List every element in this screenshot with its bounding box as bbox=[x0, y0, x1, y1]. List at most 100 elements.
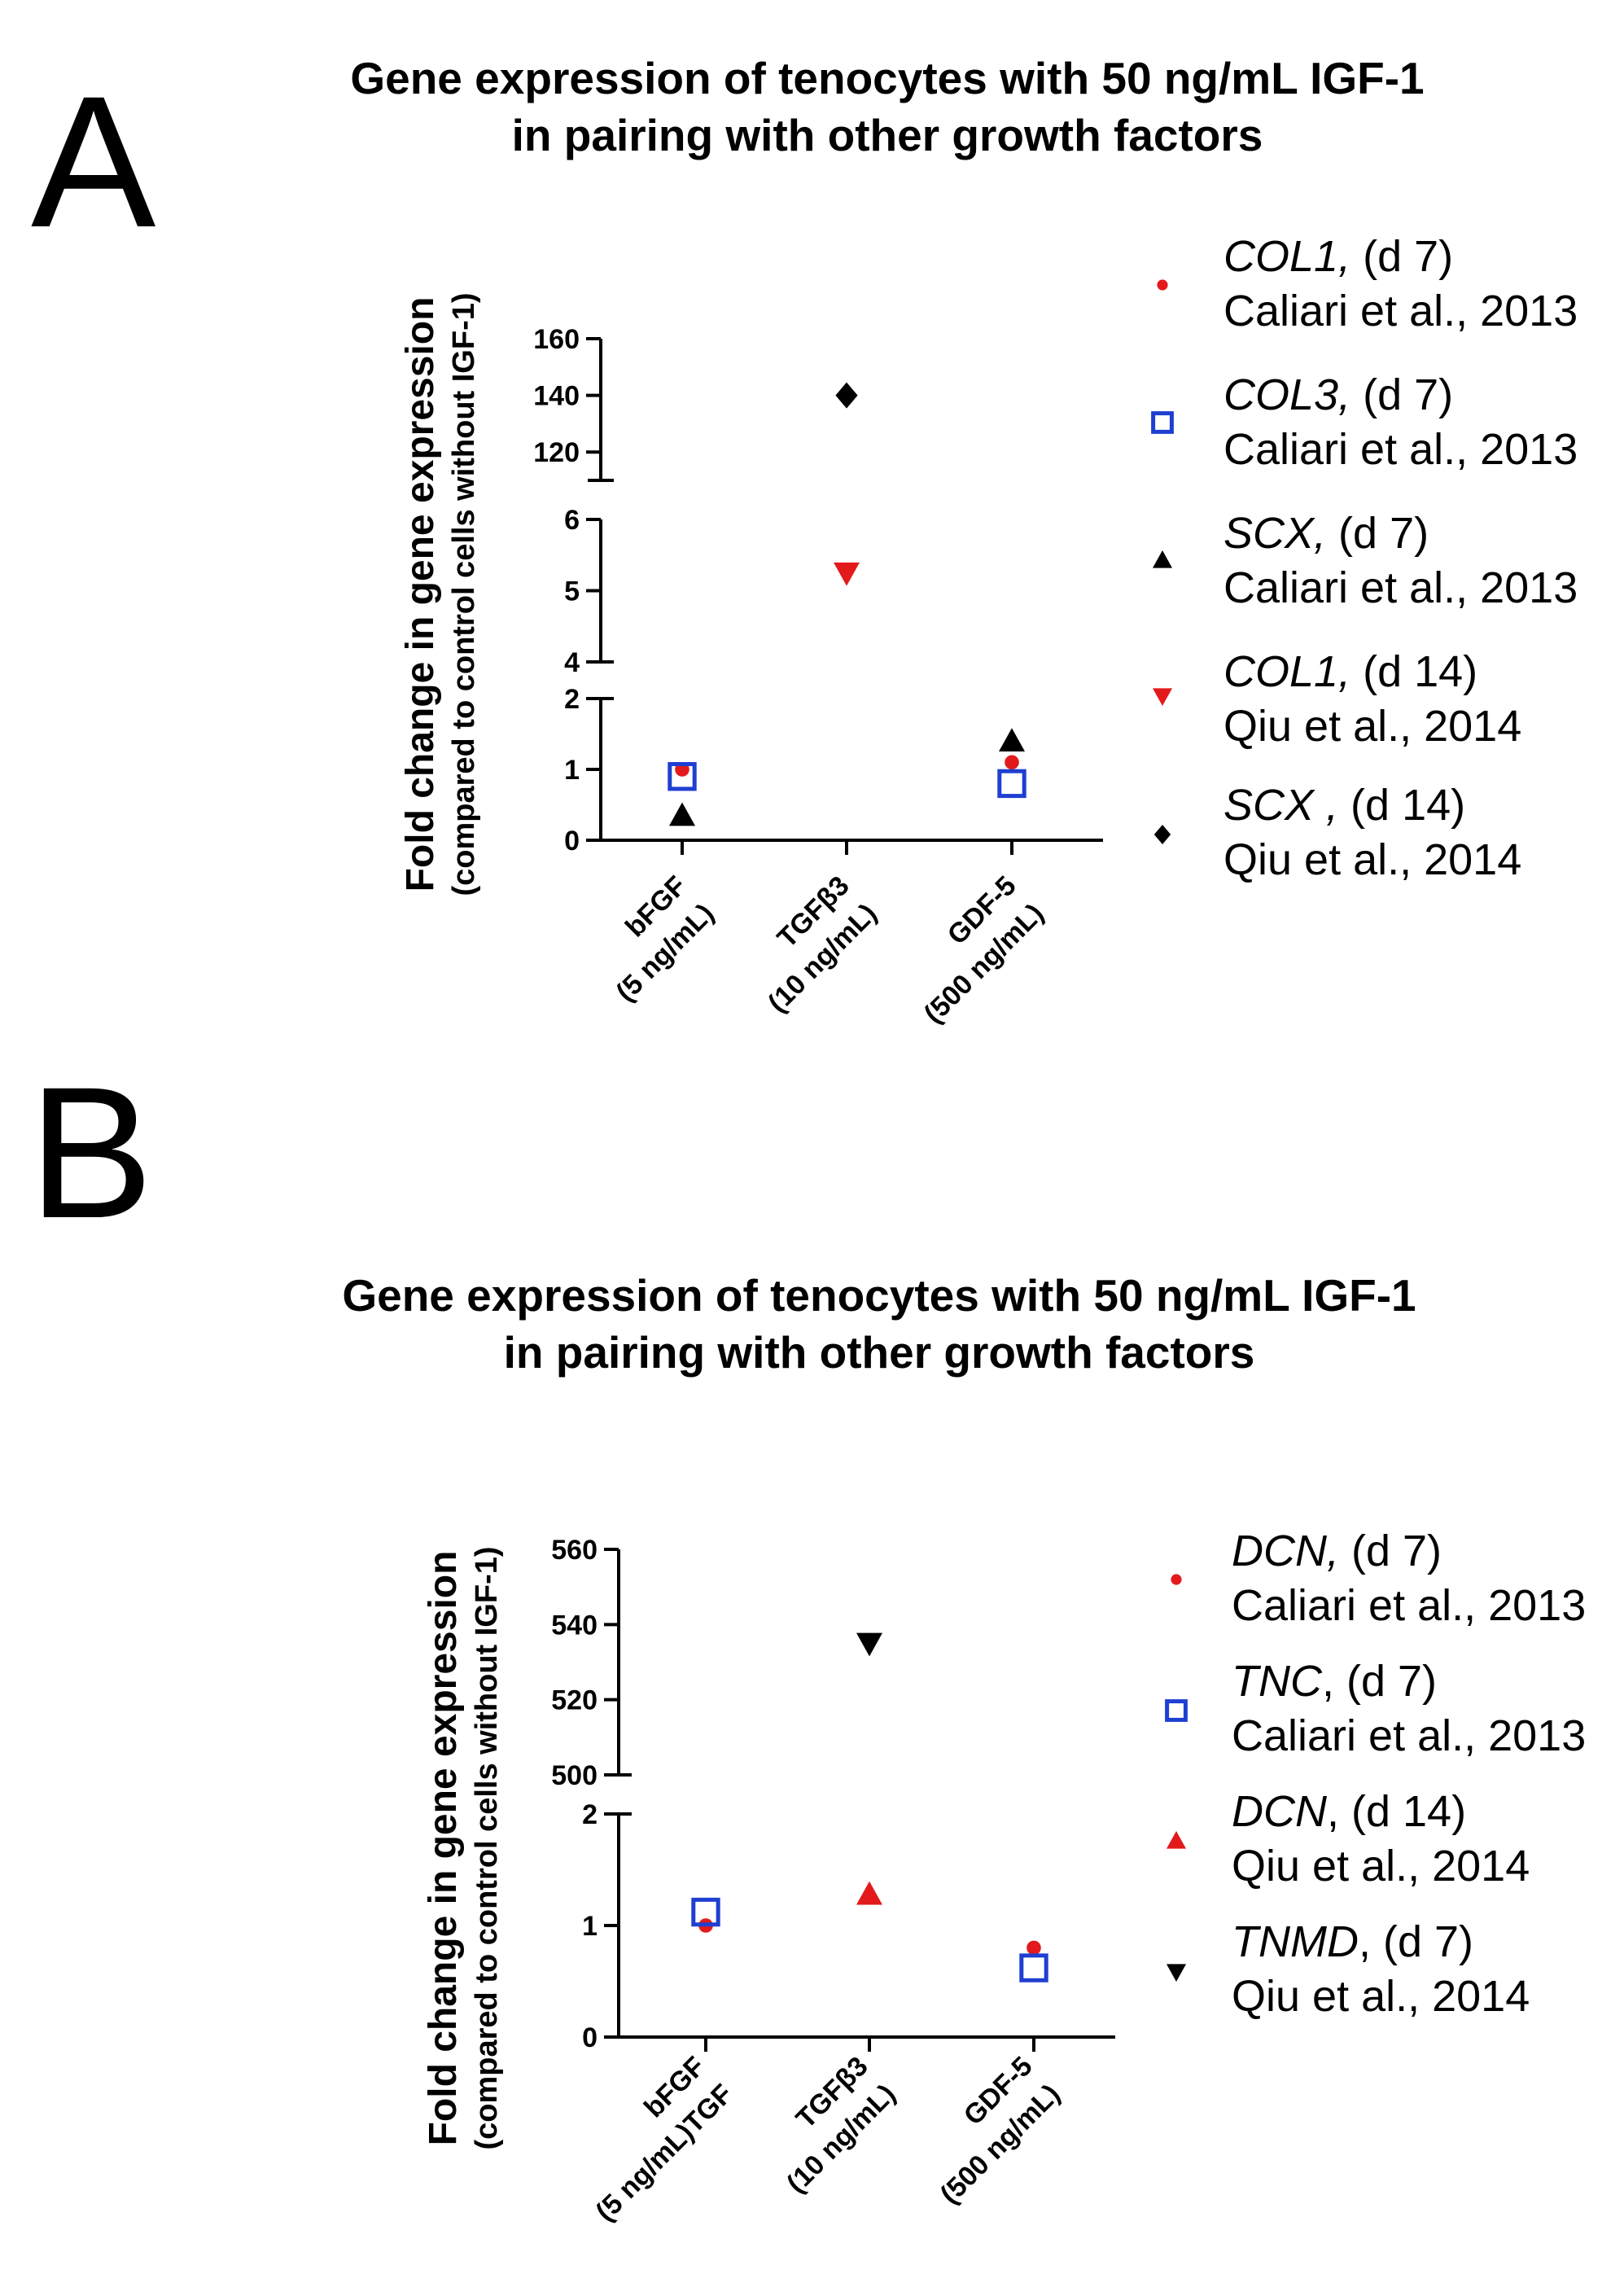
y-axis-sublabel-b: (compared to control cells without IGF-1… bbox=[470, 1546, 504, 2149]
legend-item: COL3, (d 7) Caliari et al., 2013 bbox=[1151, 370, 1578, 474]
chart-title-b-line1: Gene expression of tenocytes with 50 ng/… bbox=[342, 1270, 1416, 1321]
y-tick-label: 6 bbox=[564, 505, 580, 536]
data-point bbox=[856, 1632, 882, 1657]
legend-gene: COL1, bbox=[1223, 647, 1350, 696]
legend-marker-shape bbox=[1151, 411, 1174, 434]
x-category-labels-a: bFGF (5 ng/mL) TGFβ3 (10 ng/mL) GDF-5 (5… bbox=[611, 870, 1050, 1030]
panel-letter-b: B bbox=[28, 1048, 153, 1257]
legend-source: Qiu et al., 2014 bbox=[1232, 1842, 1530, 1890]
y-tick-label: 2 bbox=[564, 684, 580, 715]
legend-source: Qiu et al., 2014 bbox=[1223, 835, 1521, 884]
legend-source: Caliari et al., 2013 bbox=[1223, 425, 1578, 474]
panel-b: B Gene expression of tenocytes with 50 n… bbox=[28, 1048, 1586, 2228]
x-category-labels-b: bFGF (5 ng/mL)TGF TGFβ3 (10 ng/mL) GDF-5… bbox=[589, 2051, 1066, 2228]
chart-title-b-line2: in pairing with other growth factors bbox=[504, 1327, 1255, 1378]
legend-source: Caliari et al., 2013 bbox=[1223, 563, 1578, 612]
svg-text:TNMD, (d 7): TNMD, (d 7) bbox=[1232, 1917, 1473, 1966]
y-ticks-a: 0 1 2 4 5 6 120 140 160 bbox=[533, 324, 580, 857]
svg-text:DCN, (d 14): DCN, (d 14) bbox=[1232, 1787, 1466, 1836]
legend-marker bbox=[1157, 279, 1168, 291]
y-tick-label: 560 bbox=[551, 1535, 598, 1566]
y-ticks-b: 0 1 2 500 520 540 560 bbox=[551, 1535, 598, 2053]
y-tick-label: 1 bbox=[564, 755, 580, 786]
data-point bbox=[856, 1881, 882, 1905]
y-tick-label: 2 bbox=[582, 1799, 598, 1830]
legend-source: Caliari et al., 2013 bbox=[1232, 1581, 1586, 1630]
y-axis-label-b: Fold change in gene expression bbox=[422, 1551, 465, 2146]
legend-gene: TNC bbox=[1232, 1657, 1323, 1706]
legend-marker-shape bbox=[1153, 550, 1172, 568]
legend-a: COL1, (d 7) Caliari et al., 2013 COL3, (… bbox=[1151, 232, 1578, 884]
legend-marker-shape bbox=[1153, 688, 1172, 706]
svg-text:TNC, (d 7): TNC, (d 7) bbox=[1232, 1657, 1437, 1706]
legend-b: DCN, (d 7) Caliari et al., 2013 TNC, (d … bbox=[1165, 1527, 1586, 2021]
data-point bbox=[691, 1897, 720, 1927]
chart-title-a-line1: Gene expression of tenocytes with 50 ng/… bbox=[350, 53, 1424, 103]
legend-item: COL1, (d 14) Qiu et al., 2014 bbox=[1153, 647, 1521, 751]
y-tick-label: 4 bbox=[564, 647, 580, 678]
legend-item: SCX, (d 7) Caliari et al., 2013 bbox=[1153, 509, 1578, 612]
legend-marker bbox=[1153, 825, 1171, 844]
legend-item: COL1, (d 7) Caliari et al., 2013 bbox=[1157, 232, 1578, 335]
axes-a bbox=[586, 337, 1103, 855]
legend-marker bbox=[1167, 1831, 1186, 1849]
data-point bbox=[997, 769, 1026, 799]
y-tick-label: 540 bbox=[551, 1610, 598, 1641]
data-point bbox=[669, 802, 695, 826]
legend-marker bbox=[1151, 411, 1174, 434]
legend-marker bbox=[1171, 1574, 1182, 1585]
legend-item: SCX , (d 14) Qiu et al., 2014 bbox=[1153, 781, 1521, 884]
svg-text:COL1, (d 14): COL1, (d 14) bbox=[1223, 647, 1477, 696]
y-tick-label: 5 bbox=[564, 576, 580, 607]
legend-source: Caliari et al., 2013 bbox=[1232, 1711, 1586, 1760]
legend-item: DCN, (d 7) Caliari et al., 2013 bbox=[1171, 1527, 1586, 1630]
legend-item: TNMD, (d 7) Qiu et al., 2014 bbox=[1167, 1917, 1530, 2021]
legend-marker bbox=[1167, 1964, 1186, 1982]
legend-item: TNC, (d 7) Caliari et al., 2013 bbox=[1165, 1657, 1586, 1760]
svg-text:SCX, (d 7): SCX, (d 7) bbox=[1223, 509, 1429, 558]
legend-marker-shape bbox=[1167, 1831, 1186, 1849]
legend-day: (d 14) bbox=[1350, 647, 1477, 696]
legend-marker bbox=[1165, 1699, 1188, 1722]
legend-marker-shape bbox=[1171, 1574, 1182, 1585]
y-tick-label: 0 bbox=[582, 2022, 598, 2053]
panel-letter-a: A bbox=[31, 57, 155, 266]
data-point bbox=[668, 762, 697, 791]
legend-gene: COL3, bbox=[1223, 370, 1350, 419]
data-point bbox=[834, 562, 860, 586]
chart-title-a-line2: in pairing with other growth factors bbox=[512, 110, 1263, 160]
data-point bbox=[1005, 755, 1019, 770]
y-tick-label: 500 bbox=[551, 1760, 598, 1791]
panel-a: A Gene expression of tenocytes with 50 n… bbox=[31, 53, 1578, 1030]
legend-day: , (d 14) bbox=[1327, 1787, 1466, 1836]
legend-day: (d 7) bbox=[1350, 232, 1453, 281]
legend-day: (d 7) bbox=[1326, 509, 1429, 558]
legend-day: , (d 7) bbox=[1359, 1917, 1473, 1966]
legend-item: DCN, (d 14) Qiu et al., 2014 bbox=[1167, 1787, 1530, 1890]
legend-gene: DCN, bbox=[1232, 1527, 1339, 1575]
legend-gene: TNMD bbox=[1232, 1917, 1359, 1966]
legend-marker-shape bbox=[1167, 1964, 1186, 1982]
y-tick-label: 0 bbox=[564, 826, 580, 857]
legend-day: (d 14) bbox=[1338, 781, 1465, 830]
svg-text:SCX , (d 14): SCX , (d 14) bbox=[1223, 781, 1465, 830]
data-point bbox=[1026, 1940, 1041, 1956]
legend-source: Caliari et al., 2013 bbox=[1223, 287, 1578, 335]
legend-marker-shape bbox=[1165, 1699, 1188, 1722]
legend-gene: SCX, bbox=[1223, 509, 1326, 558]
legend-marker bbox=[1153, 550, 1172, 568]
legend-day: (d 7) bbox=[1350, 370, 1453, 419]
y-tick-label: 120 bbox=[533, 437, 580, 468]
data-point bbox=[835, 382, 858, 409]
svg-text:DCN, (d 7): DCN, (d 7) bbox=[1232, 1527, 1442, 1575]
legend-gene: COL1, bbox=[1223, 232, 1350, 281]
data-point bbox=[999, 728, 1025, 751]
y-tick-label: 1 bbox=[582, 1911, 598, 1942]
y-axis-sublabel-a: (compared to control cells without IGF-1… bbox=[447, 292, 481, 896]
y-tick-label: 140 bbox=[533, 381, 580, 412]
legend-source: Qiu et al., 2014 bbox=[1232, 1972, 1530, 2021]
legend-marker-shape bbox=[1157, 279, 1168, 291]
legend-marker-shape bbox=[1153, 825, 1171, 844]
data-points-a bbox=[668, 382, 1026, 826]
